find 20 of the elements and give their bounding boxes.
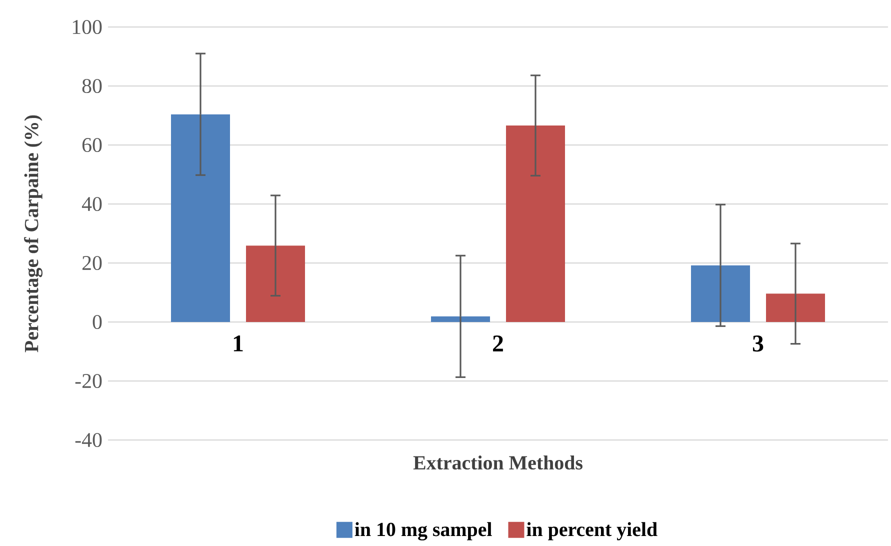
bar: [691, 265, 750, 322]
x-tick-label: 3: [752, 336, 764, 352]
y-tick-label: 20: [82, 256, 102, 270]
y-tick-label: 100: [72, 20, 102, 34]
bar: [431, 316, 490, 322]
y-axis-title: Percentage of Carpaine (%): [24, 115, 42, 352]
legend-label: in percent yield: [526, 522, 658, 540]
x-axis-title: Extraction Methods: [413, 456, 582, 470]
legend-label: in 10 mg sampel: [354, 522, 492, 540]
bar: [766, 294, 826, 322]
y-tick-label: 40: [82, 196, 102, 212]
y-tick-label: -40: [75, 432, 102, 448]
y-tick-label: -20: [75, 374, 102, 388]
bar: [506, 126, 566, 322]
y-tick-label: 60: [82, 138, 102, 152]
y-tick-label: 80: [82, 78, 102, 94]
bar: [171, 114, 230, 322]
x-tick-label: 2: [493, 336, 503, 352]
x-tick-label: 1: [234, 336, 243, 352]
y-tick-label: 0: [92, 314, 102, 330]
